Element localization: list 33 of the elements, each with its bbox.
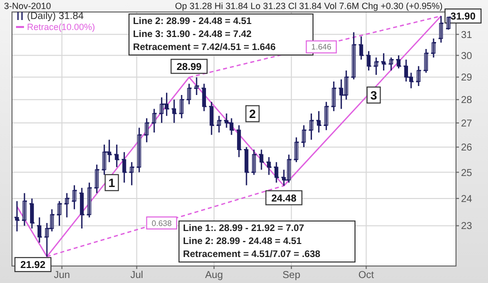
x-tick-label: Sep: [282, 270, 301, 281]
y-tick-label: 27: [461, 118, 473, 130]
annotation: Retracement = 7.42/4.51 = 1.646: [133, 42, 276, 53]
y-tick-label: 26: [461, 142, 473, 154]
annotation: 28.99: [176, 62, 202, 73]
text: Op 31.28 Hi 31.84 Lo 31.23 Cl 31.84 Vol 7.6M Chg +0.30 (+0.95%): [175, 1, 443, 11]
y-tick-label: 24: [461, 194, 473, 205]
annotation: 1.646: [311, 42, 332, 52]
text: 3-Nov-2010: [4, 1, 52, 11]
legend-label: (Daily) 31.84: [27, 11, 84, 22]
y-tick-label: 23: [461, 221, 473, 232]
y-tick-label: 25: [461, 168, 473, 179]
annotation: 2: [249, 106, 256, 121]
x-tick-label: Jun: [54, 270, 70, 281]
annotation: 3: [370, 88, 378, 102]
annotation: Retracement = 4.51/7.07 = .638: [183, 249, 320, 260]
y-tick-label: 28: [461, 95, 473, 106]
annotation: Line 3: 31.90 - 24.48 = 7.42: [133, 29, 252, 40]
annotation: 21.92: [20, 260, 46, 272]
legend-label: Retrace(10.00%): [27, 22, 96, 32]
annotation: Line 1:. 28.99 - 21.92 = 7.07: [183, 223, 304, 234]
annotation: 0.638: [152, 218, 172, 228]
annotation: 24.48: [271, 193, 297, 204]
annotation: 31.90: [450, 12, 476, 23]
y-tick-label: 31: [461, 30, 473, 41]
annotation: Line 2: 28.99 - 24.48 = 4.51: [183, 236, 302, 247]
annotation: 1: [108, 176, 116, 190]
x-tick-label: Jul: [130, 270, 144, 281]
y-tick-label: 30: [461, 50, 473, 62]
annotation: Line 2: 28.99 - 24.48 = 4.51: [133, 16, 252, 27]
x-tick-label: Aug: [205, 270, 223, 281]
y-tick-label: 29: [461, 72, 473, 84]
x-tick-label: Oct: [358, 270, 374, 281]
